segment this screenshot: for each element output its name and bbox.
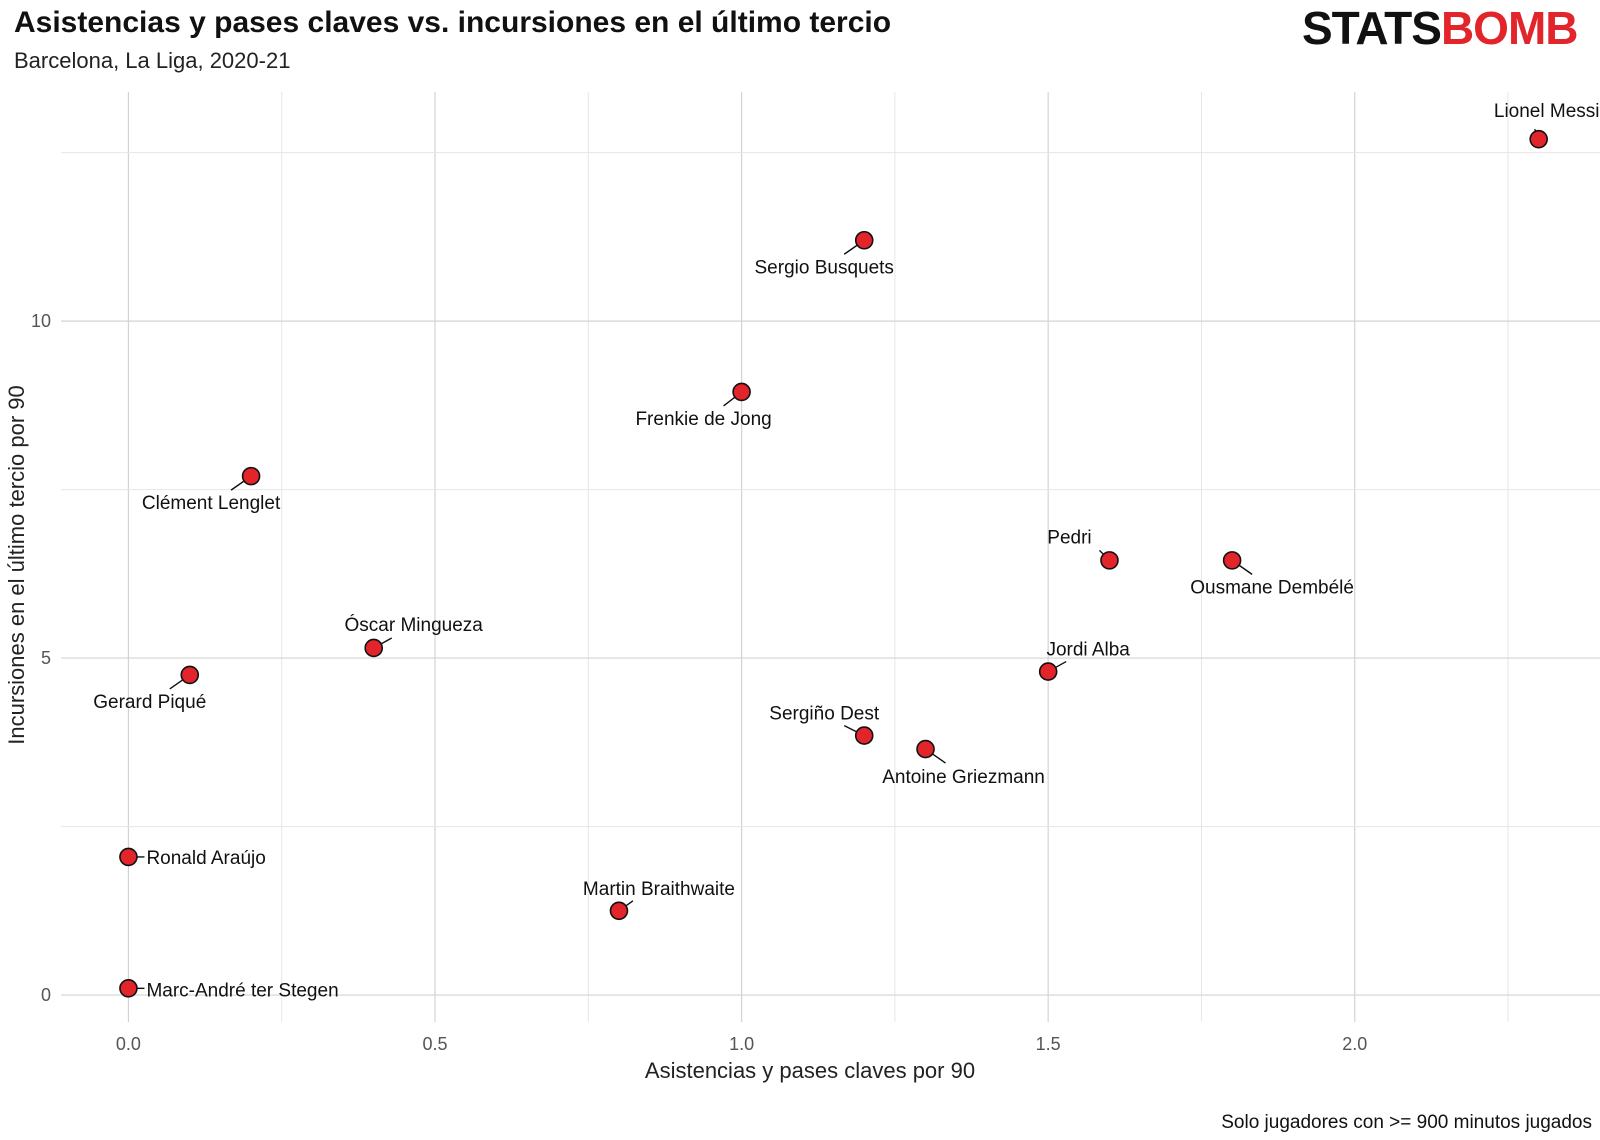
player-point (1100, 551, 1119, 570)
player-point (364, 638, 384, 658)
y-tick-label: 5 (41, 648, 51, 668)
player-label: Clément Lenglet (142, 493, 281, 514)
player-point (916, 739, 935, 759)
statsbomb-logo: STATSBOMB (1302, 2, 1578, 54)
player-point (1222, 551, 1242, 570)
x-tick-label: 2.0 (1342, 1034, 1367, 1054)
logo-bomb-text: BOMB (1440, 2, 1579, 54)
x-tick-label: 0.0 (116, 1034, 141, 1054)
chart-title: Asistencias y pases claves vs. incursion… (14, 6, 892, 39)
player-label: Pedri (1047, 527, 1091, 548)
player-label: Antoine Griezmann (882, 767, 1045, 788)
logo-stats-text: STATS (1302, 2, 1442, 54)
player-point (854, 726, 874, 745)
grid (61, 92, 1600, 1022)
point-labels: Lionel Messi Sergio Busquets Frenkie de Jo… (93, 101, 1599, 1001)
chart-caption: Solo jugadores con >= 900 minutos jugado… (1221, 1112, 1592, 1133)
y-tick-label: 10 (31, 311, 51, 331)
player-label: Ousmane Dembélé (1190, 577, 1354, 598)
player-point (732, 382, 751, 402)
x-tick-label: 0.5 (423, 1034, 448, 1054)
x-tick-label: 1.5 (1036, 1034, 1061, 1054)
player-point (854, 230, 874, 250)
player-point (241, 466, 261, 486)
x-axis-title: Asistencias y pases claves por 90 (645, 1058, 975, 1083)
data-points (119, 129, 1548, 998)
player-label: Gerard Piqué (93, 692, 206, 713)
player-label: Jordi Alba (1046, 640, 1130, 661)
player-label: Lionel Messi (1494, 101, 1600, 122)
player-label: Marc-André ter Stegen (146, 980, 338, 1001)
player-point (1038, 662, 1058, 681)
player-label: Sergio Busquets (755, 257, 894, 278)
player-label: Ronald Araújo (146, 848, 265, 869)
y-axis-title: Incursiones en el último tercio por 90 (4, 385, 29, 745)
chart-subtitle: Barcelona, La Liga, 2020-21 (14, 48, 291, 73)
y-tick-label: 0 (41, 985, 51, 1005)
player-label: Martin Braithwaite (583, 879, 735, 900)
x-tick-label: 1.0 (729, 1034, 754, 1054)
player-point (609, 901, 629, 921)
player-label: Frenkie de Jong (635, 409, 771, 430)
player-label: Sergiño Dest (769, 704, 880, 725)
player-point (119, 979, 138, 998)
player-point (119, 847, 138, 867)
player-label: Óscar Mingueza (345, 614, 484, 636)
axis-ticks: 0.0 0.5 1.0 1.5 2.0 0 5 10 (31, 311, 1367, 1054)
player-point (180, 665, 200, 685)
player-point (1529, 129, 1548, 149)
